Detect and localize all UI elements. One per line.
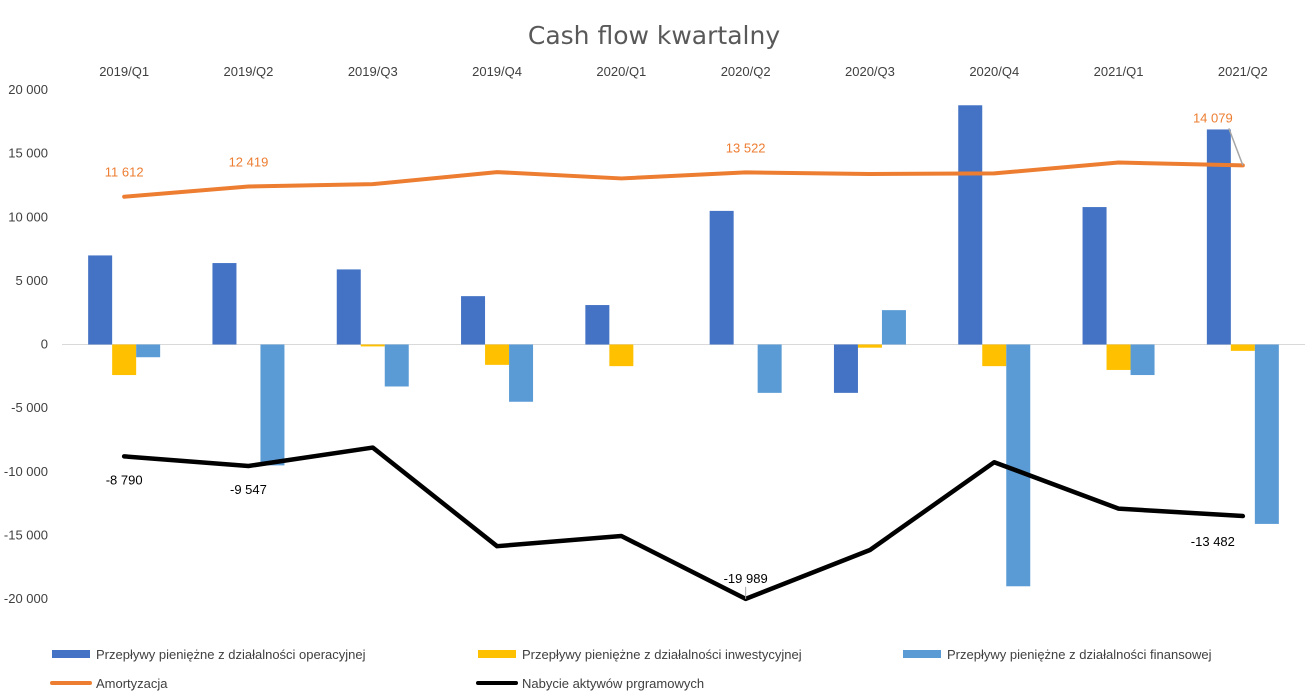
category-label: 2021/Q2: [1218, 64, 1268, 79]
category-label: 2019/Q4: [472, 64, 522, 79]
category-labels: 2019/Q1 2019/Q2 2019/Q3 2019/Q4 2020/Q1 2020/…: [99, 64, 1268, 79]
category-label: 2020/Q3: [845, 64, 895, 79]
bar: [1254, 344, 1279, 524]
bar: [509, 344, 534, 402]
data-label: 13 522: [726, 140, 766, 155]
bar: [881, 310, 906, 345]
data-label: -19 989: [724, 571, 768, 586]
data-label: 11 612: [105, 165, 144, 180]
bar: [609, 344, 634, 367]
bar: [136, 344, 161, 358]
data-labels: 11 612 12 419 13 522 14 079 -8 790 -9 547 -19 …: [105, 110, 1244, 599]
bar: [757, 344, 782, 393]
bar: [485, 344, 510, 365]
category-label: 2020/Q1: [596, 64, 646, 79]
bar: [958, 105, 983, 345]
y-tick-label: 20 000: [8, 82, 48, 97]
legend: Przepływy pieniężne z działalności opera…: [50, 647, 1212, 691]
bar: [336, 269, 361, 345]
y-tick-label: 10 000: [8, 209, 48, 224]
bar: [857, 344, 882, 348]
data-label: 14 079: [1193, 110, 1233, 125]
bar: [1130, 344, 1155, 376]
bar: [112, 344, 137, 376]
bar: [88, 255, 113, 345]
y-tick-label: 15 000: [8, 146, 48, 161]
category-label: 2020/Q4: [969, 64, 1019, 79]
series-line: [122, 160, 1245, 199]
line-series: [121, 160, 1246, 602]
series-line: [121, 445, 1246, 602]
category-label: 2021/Q1: [1094, 64, 1144, 79]
bar: [1206, 129, 1231, 345]
y-tick-label: 0: [41, 337, 48, 352]
legend-label: Przepływy pieniężne z działalności inwes…: [522, 647, 802, 662]
category-label: 2019/Q1: [99, 64, 149, 79]
bar: [1006, 344, 1031, 587]
legend-label: Przepływy pieniężne z działalności finan…: [947, 647, 1212, 662]
data-label: 12 419: [229, 154, 269, 169]
bar: [461, 296, 486, 345]
bar: [212, 263, 237, 345]
legend-swatch: [52, 650, 90, 658]
leader-line: [1228, 128, 1244, 166]
bar: [384, 344, 409, 387]
category-label: 2019/Q3: [348, 64, 398, 79]
bar: [585, 305, 610, 345]
y-tick-label: -20 000: [4, 591, 48, 606]
chart-title: Cash flow kwartalny: [528, 21, 780, 50]
bar: [260, 344, 285, 466]
y-tick-label: 5 000: [15, 273, 48, 288]
bar-series: [88, 105, 1279, 587]
data-label: -13 482: [1191, 534, 1235, 549]
bar: [1230, 344, 1255, 351]
bar: [1082, 207, 1107, 345]
data-label: -9 547: [230, 482, 267, 497]
legend-label: Przepływy pieniężne z działalności opera…: [96, 647, 366, 662]
bar: [709, 210, 734, 345]
bar: [982, 344, 1007, 367]
legend-swatch: [478, 650, 516, 658]
y-tick-label: -15 000: [4, 527, 48, 542]
bar: [360, 344, 385, 347]
bar: [1106, 344, 1131, 370]
y-tick-label: -10 000: [4, 464, 48, 479]
legend-label: Amortyzacja: [96, 676, 168, 691]
legend-swatch: [903, 650, 941, 658]
category-label: 2019/Q2: [224, 64, 274, 79]
data-label: -8 790: [106, 472, 143, 487]
y-tick-label: -5 000: [11, 400, 48, 415]
category-label: 2020/Q2: [721, 64, 771, 79]
bar: [833, 344, 858, 393]
y-axis: 20 000 15 000 10 000 5 000 0 -5 000 -10 000 -15…: [4, 82, 48, 606]
legend-label: Nabycie aktywów prgramowych: [522, 676, 704, 691]
